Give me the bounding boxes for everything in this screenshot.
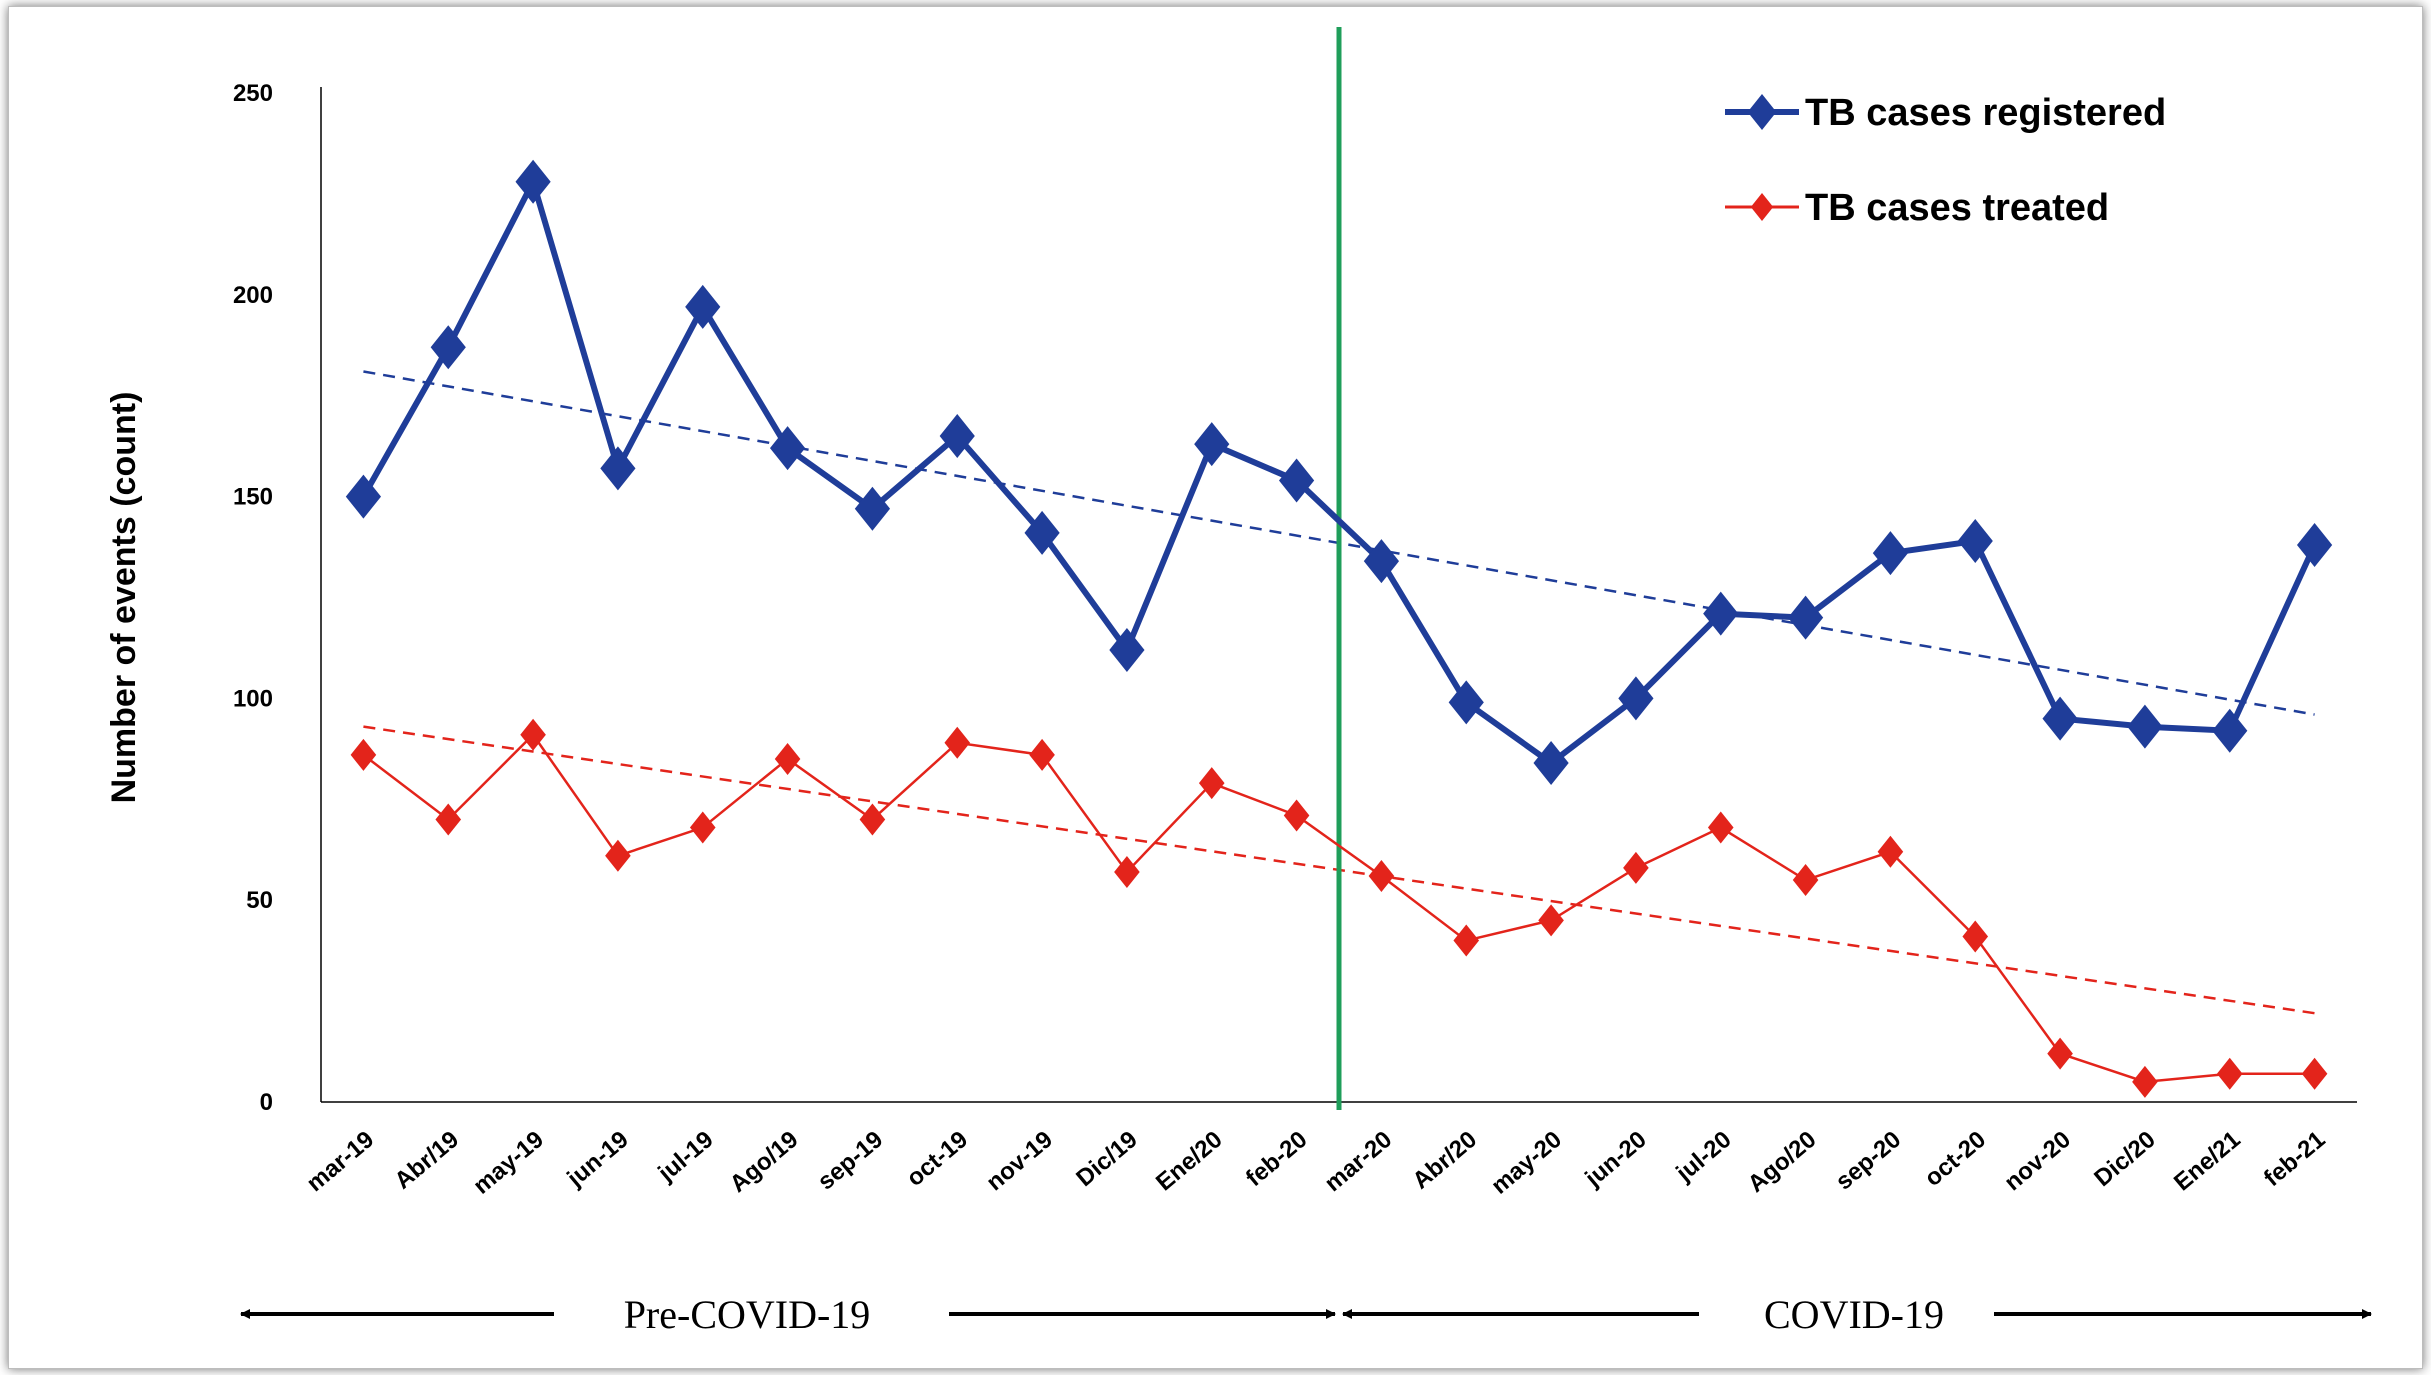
series-treated — [350, 718, 2328, 1098]
x-tick-label: mar-19 — [302, 1126, 380, 1197]
data-point-registered — [1194, 422, 1230, 467]
x-tick-label: Dic/20 — [2089, 1126, 2161, 1192]
x-tick-label: nov-20 — [1999, 1126, 2076, 1196]
x-tick-label: jul-19 — [652, 1126, 718, 1188]
data-point-registered — [2042, 696, 2078, 741]
data-point-registered — [1109, 627, 1145, 672]
legend-label-registered: TB cases registered — [1805, 92, 2166, 134]
data-point-treated — [1623, 851, 1649, 884]
data-point-registered — [1363, 539, 1400, 584]
data-point-treated — [1114, 855, 1140, 888]
x-tick-label: oct-19 — [902, 1126, 974, 1192]
data-point-treated — [2301, 1057, 2328, 1090]
y-tick-label: 150 — [233, 484, 273, 511]
data-point-registered — [854, 486, 891, 531]
data-point-registered — [430, 325, 466, 370]
legend-label-treated: TB cases treated — [1805, 187, 2109, 229]
x-tick-label: sep-20 — [1831, 1126, 1907, 1196]
x-tick-label: jun-20 — [1580, 1126, 1652, 1193]
x-tick-label: oct-20 — [1920, 1126, 1992, 1192]
period-label-pre-covid: Pre-COVID-19 — [624, 1292, 871, 1337]
x-tick-label: Ago/20 — [1743, 1126, 1822, 1198]
x-tick-label: may-19 — [468, 1126, 549, 1200]
x-tick-label: Abr/20 — [1408, 1126, 1483, 1195]
series-line-treated — [362, 732, 2315, 1084]
x-tick-label: jun-19 — [562, 1126, 634, 1193]
data-point-registered — [1618, 676, 1654, 721]
legend-marker-treated — [1750, 193, 1774, 221]
data-point-registered — [2212, 708, 2248, 753]
data-point-registered — [769, 426, 806, 471]
data-point-treated — [1368, 859, 1395, 892]
x-tick-label: nov-19 — [981, 1126, 1058, 1196]
data-point-registered — [2296, 523, 2333, 568]
y-axis-ticks: 0 50 100 150 200 250 — [233, 80, 273, 1116]
data-point-treated — [859, 803, 886, 836]
legend-marker-registered — [1747, 94, 1777, 130]
legend-item-registered: TB cases registered — [1725, 92, 2166, 134]
x-axis-ticks: mar-19 Abr/19 may-19 jun-19 jul-19 Ago/19 sep-… — [302, 1126, 2331, 1200]
x-tick-label: sep-19 — [813, 1126, 889, 1196]
data-point-registered — [1957, 518, 1993, 563]
legend: TB cases registered TB cases treated — [1725, 92, 2166, 229]
data-point-treated — [2047, 1037, 2073, 1070]
data-point-registered — [1872, 531, 1909, 576]
x-tick-label: Abr/19 — [390, 1126, 465, 1195]
x-tick-label: Dic/19 — [1071, 1126, 1143, 1192]
x-tick-label: Ene/20 — [1151, 1126, 1228, 1196]
data-point-treated — [520, 718, 546, 751]
tb-cases-line-chart: 0 50 100 150 200 250 Number of events (count)… — [105, 27, 2372, 1337]
data-point-registered — [1024, 510, 1060, 555]
data-point-treated — [1962, 920, 1989, 953]
data-point-treated — [774, 742, 801, 775]
legend-item-treated: TB cases treated — [1725, 187, 2109, 229]
data-point-registered — [1787, 595, 1824, 640]
figure-frame: 0 50 100 150 200 250 Number of events (count)… — [8, 6, 2423, 1369]
data-point-treated — [1453, 924, 1480, 957]
y-axis-title: Number of events (count) — [105, 392, 143, 804]
y-tick-label: 0 — [260, 1089, 273, 1116]
period-annotations: Pre-COVID-19 COVID-19 — [240, 1292, 2372, 1337]
x-tick-label: feb-21 — [2259, 1126, 2331, 1192]
x-tick-label: may-20 — [1486, 1126, 1567, 1200]
x-tick-label: feb-20 — [1241, 1126, 1313, 1192]
data-point-registered — [345, 474, 382, 519]
data-point-treated — [1283, 799, 1310, 832]
data-point-registered — [685, 284, 721, 329]
data-point-treated — [1877, 835, 1904, 868]
x-tick-label: Ene/21 — [2169, 1126, 2246, 1196]
x-tick-label: jul-20 — [1670, 1126, 1736, 1188]
data-point-registered — [939, 414, 975, 459]
data-point-treated — [2216, 1057, 2243, 1090]
data-point-registered — [2127, 704, 2163, 749]
data-point-treated — [1538, 904, 1564, 937]
data-point-treated — [2132, 1065, 2158, 1098]
series-registered — [345, 159, 2333, 785]
data-point-registered — [1703, 591, 1739, 636]
data-point-treated — [1029, 738, 1055, 771]
data-point-registered — [1448, 680, 1484, 725]
data-point-treated — [1198, 767, 1225, 800]
data-point-registered — [1278, 458, 1315, 503]
y-tick-label: 100 — [233, 685, 273, 712]
period-label-covid: COVID-19 — [1764, 1292, 1944, 1337]
data-point-treated — [1707, 811, 1734, 844]
data-point-treated — [944, 726, 971, 759]
data-point-registered — [600, 446, 636, 491]
data-point-treated — [605, 839, 631, 872]
series-line-registered — [360, 173, 2318, 767]
x-tick-label: mar-20 — [1320, 1126, 1398, 1197]
data-point-registered — [515, 159, 551, 204]
data-point-treated — [350, 738, 377, 771]
data-point-treated — [1792, 864, 1819, 897]
data-point-registered — [1533, 740, 1569, 785]
y-tick-label: 50 — [246, 887, 273, 914]
x-tick-label: Ago/19 — [725, 1126, 804, 1198]
y-tick-label: 200 — [233, 282, 273, 309]
data-point-treated — [435, 803, 462, 836]
series-layer — [345, 159, 2333, 1098]
y-tick-label: 250 — [233, 80, 273, 107]
data-point-treated — [689, 811, 716, 844]
